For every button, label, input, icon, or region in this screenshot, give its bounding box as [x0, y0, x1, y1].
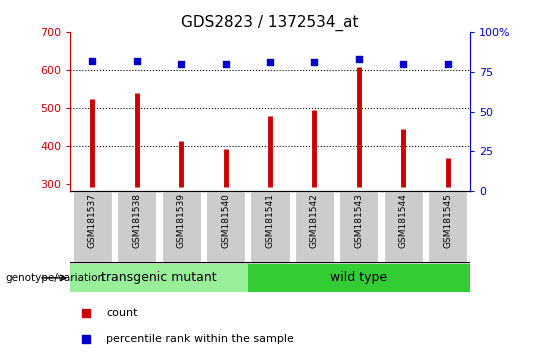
Text: percentile rank within the sample: percentile rank within the sample [106, 334, 294, 344]
Point [88, 58, 97, 63]
Point [310, 59, 319, 65]
Point [221, 61, 230, 67]
Bar [161, 191, 201, 262]
Text: GSM181540: GSM181540 [221, 193, 230, 248]
Bar [206, 191, 245, 262]
Point [266, 59, 274, 65]
Bar [295, 191, 334, 262]
Bar [339, 191, 379, 262]
Bar [251, 191, 289, 262]
Bar [70, 263, 248, 292]
Text: GSM181539: GSM181539 [177, 193, 186, 248]
Text: count: count [106, 308, 138, 318]
Point [399, 61, 408, 67]
Point [132, 58, 141, 63]
Text: GSM181537: GSM181537 [88, 193, 97, 248]
Text: GSM181542: GSM181542 [310, 193, 319, 248]
Text: wild type: wild type [330, 272, 387, 284]
Bar [73, 191, 112, 262]
Text: GSM181545: GSM181545 [443, 193, 452, 248]
Title: GDS2823 / 1372534_at: GDS2823 / 1372534_at [181, 14, 359, 30]
Text: GSM181543: GSM181543 [354, 193, 363, 248]
Text: genotype/variation: genotype/variation [5, 273, 105, 283]
Text: GSM181538: GSM181538 [132, 193, 141, 248]
Bar [383, 191, 423, 262]
Point [354, 56, 363, 62]
Bar [117, 191, 157, 262]
Point [177, 61, 186, 67]
Point [443, 61, 452, 67]
Text: GSM181544: GSM181544 [399, 193, 408, 248]
Bar [248, 263, 470, 292]
Bar [428, 191, 467, 262]
Text: GSM181541: GSM181541 [266, 193, 274, 248]
Text: transgenic mutant: transgenic mutant [101, 272, 217, 284]
